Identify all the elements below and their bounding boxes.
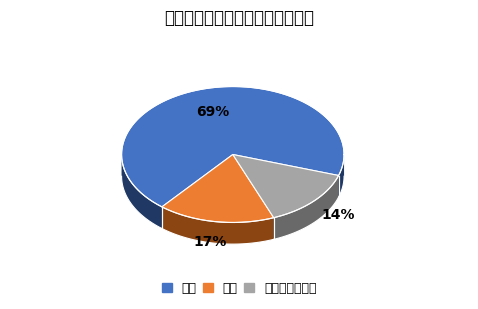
Polygon shape [162,207,274,244]
Text: 14%: 14% [322,208,355,222]
Polygon shape [121,87,344,207]
Text: 17%: 17% [194,235,227,249]
Legend: 満足, 不満, どちらでもない: 満足, 不満, どちらでもない [156,277,322,300]
Polygon shape [274,176,338,239]
Polygon shape [338,154,344,197]
Polygon shape [162,154,274,222]
Polygon shape [121,154,162,229]
Polygon shape [233,154,338,218]
Ellipse shape [121,108,344,244]
Text: 69%: 69% [196,105,229,119]
Text: タンクのインテリアの満足度調査: タンクのインテリアの満足度調査 [164,9,314,27]
